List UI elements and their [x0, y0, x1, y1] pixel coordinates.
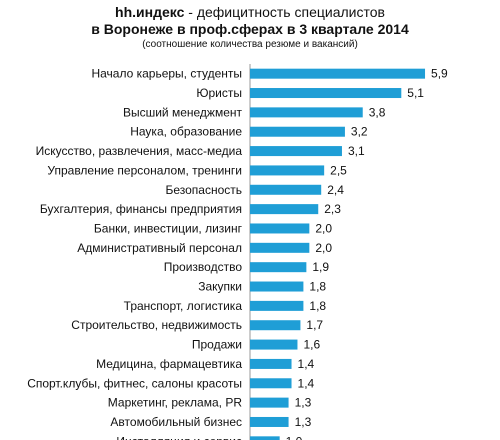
category-label: Спорт.клубы, фитнес, салоны красоты: [27, 376, 242, 390]
value-label: 1,6: [303, 338, 320, 352]
category-label: Начало карьеры, студенты: [91, 67, 242, 81]
category-label: Банки, инвестиции, лизинг: [94, 221, 243, 235]
value-label: 1,3: [295, 415, 312, 429]
value-label: 3,1: [348, 144, 365, 158]
category-label: Высший менеджмент: [123, 105, 243, 119]
category-label: Продажи: [192, 338, 242, 352]
value-label: 1,9: [312, 260, 329, 274]
value-label: 1,7: [306, 318, 323, 332]
bar: [250, 68, 426, 79]
bar: [250, 262, 307, 273]
value-label: 1,4: [298, 376, 315, 390]
bar: [250, 378, 292, 389]
bar: [250, 107, 363, 118]
value-label: 2,3: [324, 202, 341, 216]
bar: [250, 300, 304, 311]
value-label: 5,1: [407, 86, 424, 100]
value-label: 1,8: [309, 280, 326, 294]
value-label: 3,8: [369, 105, 386, 119]
category-label: Закупки: [198, 280, 242, 294]
chart-title-line1: hh.индекс - дефицитность специалистов: [0, 4, 500, 21]
bar: [250, 242, 310, 253]
chart-subtitle: (соотношение количества резюме и ваканси…: [142, 39, 358, 50]
value-label: 2,0: [315, 221, 332, 235]
value-label: 5,9: [431, 67, 448, 81]
chart-title-line2: в Воронеже в проф.сферах в 3 квартале 20…: [91, 21, 409, 37]
category-label: Транспорт, логистика: [124, 299, 243, 313]
title-separator: -: [184, 4, 197, 20]
value-label: 1,4: [298, 357, 315, 371]
value-label: 1,0: [286, 434, 303, 440]
bar: [250, 281, 304, 292]
bar: [250, 397, 289, 408]
title-text: дефицитность специалистов: [196, 4, 385, 20]
value-label: 3,2: [351, 125, 368, 139]
category-label: Искусство, развлечения, масс-медиа: [36, 144, 243, 158]
value-label: 1,3: [295, 396, 312, 410]
bar: [250, 416, 289, 427]
value-label: 2,5: [330, 163, 347, 177]
bar: [250, 126, 345, 137]
category-label: Медицина, фармацевтика: [96, 357, 242, 371]
category-label: Безопасность: [165, 183, 242, 197]
bar: [250, 204, 319, 215]
bar: [250, 436, 280, 440]
category-label: Юристы: [196, 86, 242, 100]
bar: [250, 146, 342, 157]
category-label: Наука, образование: [130, 125, 242, 139]
value-label: 2,4: [327, 183, 344, 197]
category-label: Инсталляция и сервис: [116, 434, 242, 440]
category-label: Автомобильный бизнес: [110, 415, 242, 429]
value-label: 2,0: [315, 241, 332, 255]
bar: [250, 339, 298, 350]
bar: [250, 184, 322, 195]
bar: [250, 320, 301, 331]
category-label: Производство: [164, 260, 243, 274]
value-label: 1,8: [309, 299, 326, 313]
category-label: Маркетинг, реклама, PR: [108, 396, 243, 410]
chart-title-block: hh.индекс - дефицитность специалистов в …: [0, 4, 500, 51]
category-label: Бухгалтерия, финансы предприятия: [40, 202, 242, 216]
category-label: Управление персоналом, тренинги: [47, 163, 242, 177]
brand-name: hh.индекс: [115, 4, 185, 20]
bar: [250, 223, 310, 234]
bar: [250, 358, 292, 369]
bar: [250, 88, 402, 99]
category-label: Административный персонал: [77, 241, 242, 255]
bar: [250, 165, 325, 176]
category-label: Строительство, недвижимость: [71, 318, 242, 332]
